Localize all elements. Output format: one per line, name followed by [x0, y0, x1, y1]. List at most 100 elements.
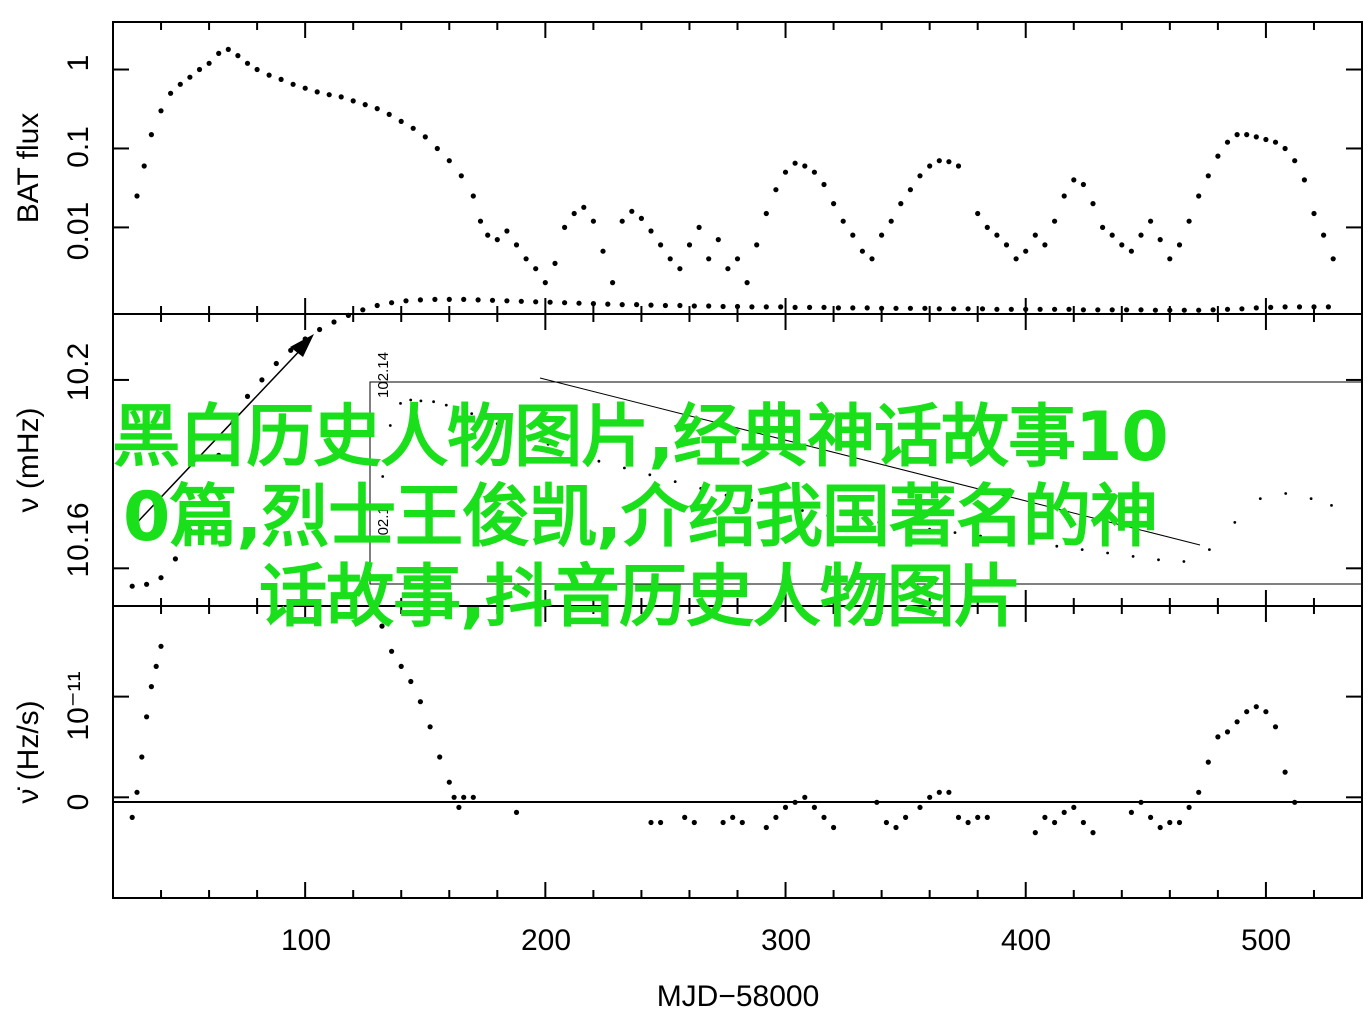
data-point — [417, 699, 423, 705]
data-point — [979, 306, 986, 312]
data-point — [148, 132, 154, 138]
data-point — [792, 160, 798, 166]
middle-panel-frame — [112, 313, 1363, 607]
data-point — [1023, 306, 1029, 312]
data-point — [1224, 306, 1231, 312]
data-point — [504, 228, 510, 234]
data-point — [1042, 242, 1048, 248]
inset-point — [521, 432, 524, 436]
data-point — [461, 296, 467, 302]
data-point — [432, 296, 438, 302]
data-point — [235, 53, 241, 59]
inset-point — [432, 400, 435, 404]
data-point — [374, 302, 380, 309]
data-point — [831, 201, 837, 207]
inset-point — [1004, 538, 1008, 541]
data-point — [1052, 306, 1058, 312]
data-point — [398, 663, 404, 670]
data-point — [686, 242, 693, 248]
data-point — [1321, 232, 1327, 238]
data-point — [1176, 819, 1183, 826]
data-point — [446, 779, 452, 785]
data-point — [734, 256, 741, 262]
inset-point — [1258, 497, 1262, 500]
data-point — [1148, 218, 1154, 224]
data-point — [403, 298, 409, 304]
data-point — [1282, 304, 1288, 310]
data-point — [1037, 306, 1043, 312]
data-point — [1272, 139, 1279, 145]
data-point — [907, 187, 914, 193]
data-point — [1138, 232, 1144, 238]
inset-point — [1055, 544, 1059, 548]
data-point — [951, 306, 957, 312]
data-point — [470, 794, 476, 800]
xtick-label: 500 — [1241, 924, 1291, 957]
data-point — [1234, 719, 1240, 725]
data-point — [903, 814, 909, 821]
data-point — [134, 789, 140, 795]
data-point — [216, 452, 222, 458]
inset-point — [877, 521, 881, 524]
data-point — [562, 300, 568, 306]
data-point — [802, 163, 808, 169]
data-point — [927, 163, 933, 169]
data-point — [1311, 304, 1317, 310]
inset-pointer-arrow — [129, 343, 307, 531]
arrowhead — [290, 334, 314, 357]
data-point — [739, 819, 745, 826]
data-point — [648, 228, 654, 234]
data-point — [907, 305, 914, 311]
top-panel-points — [134, 46, 1336, 286]
data-point — [562, 224, 568, 230]
data-point — [153, 663, 159, 670]
data-point — [811, 804, 818, 811]
data-point — [682, 814, 688, 821]
data-point — [1128, 809, 1134, 816]
data-point — [691, 303, 697, 309]
data-point — [1301, 177, 1307, 183]
data-point — [513, 242, 520, 248]
xtick-label: 300 — [761, 924, 811, 957]
data-point — [254, 66, 260, 73]
data-point — [1023, 248, 1029, 254]
data-point — [1268, 304, 1274, 310]
bottom-ytick-label: 10⁻¹¹ — [62, 671, 95, 740]
data-point — [288, 347, 294, 353]
data-point — [1215, 734, 1221, 740]
inset-point — [1080, 548, 1084, 551]
inset-point — [546, 442, 550, 446]
data-point — [869, 256, 875, 262]
data-point — [446, 296, 452, 302]
middle-ytick-label: 10.2 — [62, 343, 95, 401]
middle-panel-points — [129, 296, 1331, 589]
data-point — [1186, 804, 1192, 811]
data-point — [859, 248, 866, 254]
inset-point — [1106, 551, 1109, 555]
data-point — [1224, 729, 1231, 735]
data-point — [691, 819, 697, 826]
inset-point — [419, 399, 423, 403]
data-point — [831, 824, 837, 831]
data-point — [1167, 256, 1173, 262]
inset-point — [775, 504, 779, 507]
data-point — [1061, 193, 1067, 199]
data-point — [451, 794, 457, 800]
data-point — [1167, 307, 1173, 313]
data-point — [984, 224, 990, 230]
inset-point — [826, 514, 830, 517]
inset-point — [1208, 548, 1211, 551]
data-point — [1080, 181, 1086, 188]
data-point — [898, 201, 904, 207]
data-point — [1071, 177, 1077, 183]
data-point — [936, 158, 942, 164]
data-point — [389, 300, 395, 306]
data-point — [477, 218, 484, 224]
data-point — [1292, 158, 1298, 164]
data-point — [1311, 210, 1317, 217]
inset-point — [381, 475, 385, 478]
data-point — [148, 684, 154, 690]
data-point — [201, 490, 207, 496]
data-point — [883, 819, 890, 826]
